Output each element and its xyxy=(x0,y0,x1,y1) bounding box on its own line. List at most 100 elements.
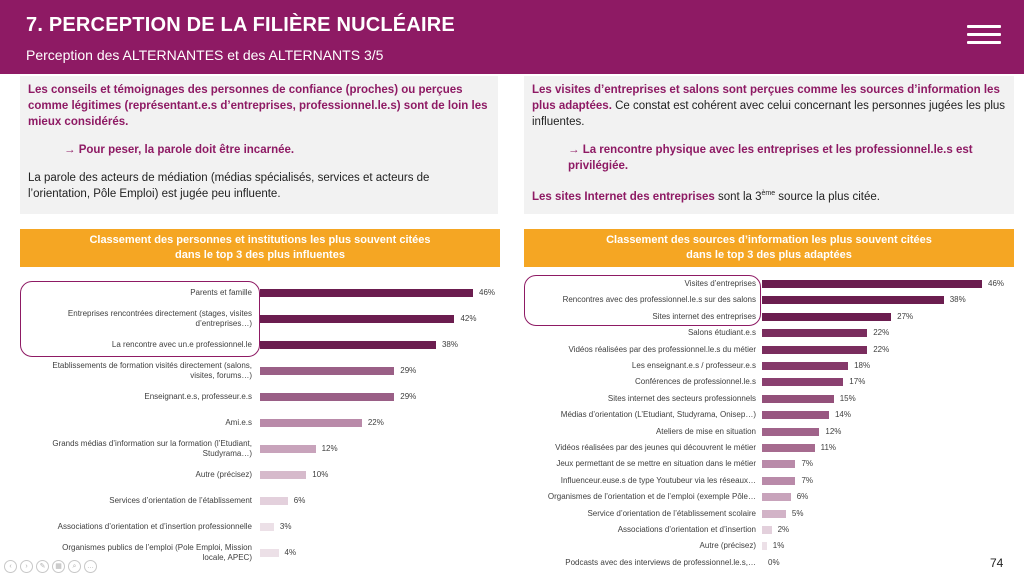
left-summary-box: Les conseils et témoignages des personne… xyxy=(20,76,498,214)
bar-label: Rencontres avec des professionnel.le.s s… xyxy=(526,295,756,305)
value-label: 1% xyxy=(772,541,785,551)
bar-label-line: Enseignant.e.s, professeur.e.s xyxy=(144,392,252,401)
bar-label-line: Salons étudiant.e.s xyxy=(687,328,756,338)
bar xyxy=(762,345,868,354)
bar-label-line: Jeux permettant de se mettre en situatio… xyxy=(556,459,756,469)
bar xyxy=(260,315,455,323)
bar xyxy=(762,312,892,321)
bar-label-line: locale, APEC) xyxy=(202,553,252,562)
value-label: 0% xyxy=(768,557,780,567)
page-title: 7. PERCEPTION DE LA FILIÈRE NUCLÉAIRE xyxy=(26,14,455,36)
bar xyxy=(260,393,395,401)
bar-label: Sites internet des entreprises xyxy=(526,312,756,322)
bar-label-line: Ateliers de mise en situation xyxy=(655,426,756,436)
value-label: 18% xyxy=(854,361,871,370)
highlight-box xyxy=(524,275,761,326)
value-label: 12% xyxy=(321,444,338,453)
bar xyxy=(260,289,473,297)
bar-label-line: Conférences de professionnel.le.s xyxy=(635,377,756,387)
page-number: 74 xyxy=(990,556,1004,570)
hamburger-menu-icon[interactable] xyxy=(967,25,1001,45)
value-label: 6% xyxy=(796,492,809,502)
bar-label-line: Sites internet des entreprises xyxy=(652,311,756,321)
bar-label-line: Médias d’orientation (L’Etudiant, Studyr… xyxy=(560,410,756,420)
bar-label: Jeux permettant de se mettre en situatio… xyxy=(526,459,756,469)
value-label: 46% xyxy=(988,279,1005,288)
bar-label: Parents et famille xyxy=(22,288,252,298)
right-summary-p3-sup: ème xyxy=(761,190,776,197)
bar-label-line: Les enseignant.e.s / professeur.e.s xyxy=(631,361,756,370)
bar-label-line: Sites internet des secteurs professionne… xyxy=(607,393,756,403)
bar-label: Entreprises rencontrées directement (sta… xyxy=(22,309,252,329)
previous-slide-icon[interactable]: ‹ xyxy=(4,560,17,573)
bar-label-line: Autre (précisez) xyxy=(699,541,756,551)
bar-label-line: Organismes publics de l’emploi (Pole Emp… xyxy=(62,543,252,552)
value-label: 22% xyxy=(367,418,384,427)
bar-label: Vidéos réalisées par des professionnel.l… xyxy=(526,345,756,355)
bar xyxy=(762,476,796,485)
value-label: 22% xyxy=(873,328,890,338)
bar-label: Associations d’orientation et d’insertio… xyxy=(22,522,252,532)
bar xyxy=(260,523,274,531)
right-summary-p1-highlight: Les visites d’entreprises et salons sont… xyxy=(532,84,1000,112)
bar xyxy=(260,471,307,479)
bar-label: Salons étudiant.e.s xyxy=(526,328,756,338)
bar xyxy=(260,419,362,427)
bar-label-line: Associations d’orientation et d’insertio… xyxy=(617,525,756,534)
next-slide-icon[interactable]: › xyxy=(20,560,33,573)
bar xyxy=(762,542,767,551)
right-summary-p1: Les visites d’entreprises et salons sont… xyxy=(532,82,1006,130)
right-summary-p1-rest: Ce constat est cohérent avec celui conce… xyxy=(532,100,1006,128)
bar-label: Organismes publics de l’emploi (Pole Emp… xyxy=(22,543,252,563)
value-label: 5% xyxy=(791,508,804,518)
bar-label: Podcasts avec des interviews de professi… xyxy=(526,558,756,568)
bar-label-line: d’entreprises…) xyxy=(195,319,252,328)
zoom-icon[interactable]: ⌕ xyxy=(68,560,81,573)
bar xyxy=(762,280,982,288)
slide-header: 7. PERCEPTION DE LA FILIÈRE NUCLÉAIRE Pe… xyxy=(0,0,1024,74)
bar xyxy=(762,444,815,452)
bar-label: Service d’orientation de l’établissement… xyxy=(526,509,756,519)
pen-icon[interactable]: ✎ xyxy=(36,560,49,573)
bar-label: Services d’orientation de l’établissemen… xyxy=(22,496,252,506)
page-subtitle: Perception des ALTERNANTES et des ALTERN… xyxy=(26,47,384,63)
value-label: 6% xyxy=(293,496,306,505)
bar-label: Ami.e.s xyxy=(22,418,252,428)
bar-label: Ateliers de mise en situation xyxy=(526,427,756,437)
bar xyxy=(260,549,279,557)
value-label: 46% xyxy=(479,288,496,297)
right-summary-p3: Les sites Internet des entreprises sont … xyxy=(532,186,1006,205)
bar xyxy=(260,445,316,453)
bar-label-line: La rencontre avec un.e professionnel.le xyxy=(111,340,252,349)
more-options-icon[interactable]: … xyxy=(84,560,97,573)
right-summary-p3-mid: sont la 3 xyxy=(714,190,762,203)
bar xyxy=(260,341,436,349)
value-label: 7% xyxy=(801,459,814,469)
highlight-box xyxy=(20,281,260,357)
value-label: 17% xyxy=(849,377,866,387)
right-summary-p3-highlight: Les sites Internet des entreprises xyxy=(532,190,715,203)
value-label: 4% xyxy=(284,548,297,557)
bar xyxy=(260,497,288,505)
bar xyxy=(762,427,820,436)
left-chart-heading-line2: dans le top 3 des plus influentes xyxy=(175,249,345,261)
value-label: 27% xyxy=(897,311,914,321)
slides-grid-icon[interactable]: ▦ xyxy=(52,560,65,573)
bar-label: Sites internet des secteurs professionne… xyxy=(526,394,756,404)
left-chart-heading: Classement des personnes et institutions… xyxy=(20,229,500,267)
value-label: 14% xyxy=(834,410,851,420)
bar-label-line: Podcasts avec des interviews de professi… xyxy=(565,557,756,567)
bar-label-line: Organismes de l’orientation et de l’empl… xyxy=(547,492,756,502)
value-label: 15% xyxy=(839,393,856,403)
left-summary-p1: Les conseils et témoignages des personne… xyxy=(28,84,488,128)
value-label: 38% xyxy=(949,295,966,305)
value-label: 42% xyxy=(460,314,477,323)
bar-label-line: Associations d’orientation et d’insertio… xyxy=(57,522,252,531)
bar-label-line: Vidéos réalisées par des jeunes qui déco… xyxy=(555,443,756,452)
bar-label: Médias d’orientation (L’Etudiant, Studyr… xyxy=(526,410,756,420)
bar-label-line: Rencontres avec des professionnel.le.s s… xyxy=(562,295,756,305)
bar-label-line: Vidéos réalisées par des professionnel.l… xyxy=(568,344,756,354)
bar-label: Les enseignant.e.s / professeur.e.s xyxy=(526,361,756,371)
value-label: 3% xyxy=(279,522,292,531)
